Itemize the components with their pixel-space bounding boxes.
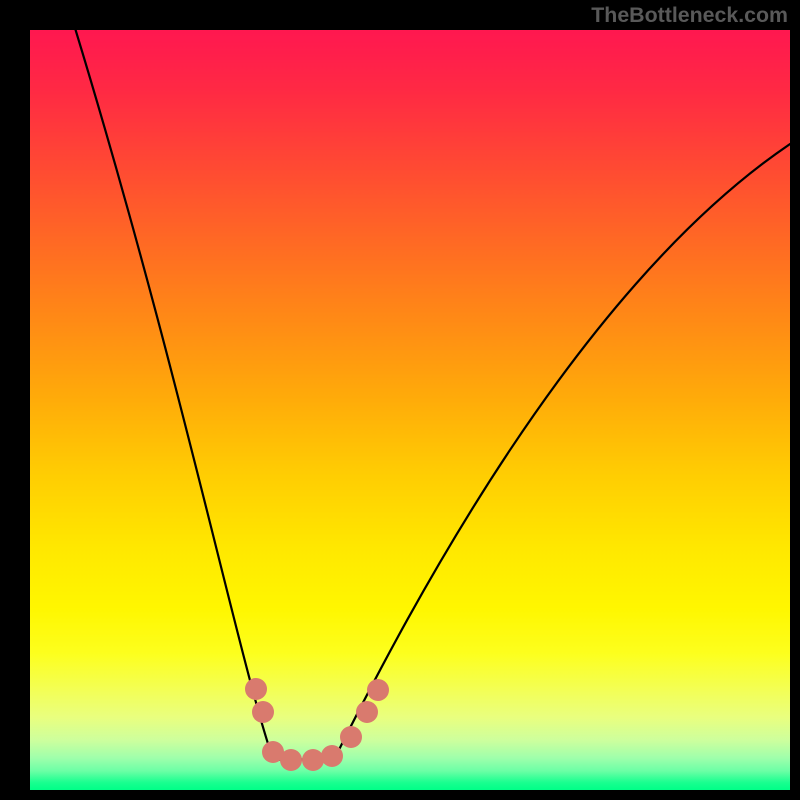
curve-marker	[302, 749, 324, 771]
curve-marker	[245, 678, 267, 700]
curve-marker	[356, 701, 378, 723]
curve-marker	[252, 701, 274, 723]
watermark-text: TheBottleneck.com	[591, 3, 788, 28]
chart-root: TheBottleneck.com	[0, 0, 800, 800]
heatmap-gradient-background	[30, 30, 790, 790]
curve-marker	[367, 679, 389, 701]
curve-marker	[280, 749, 302, 771]
